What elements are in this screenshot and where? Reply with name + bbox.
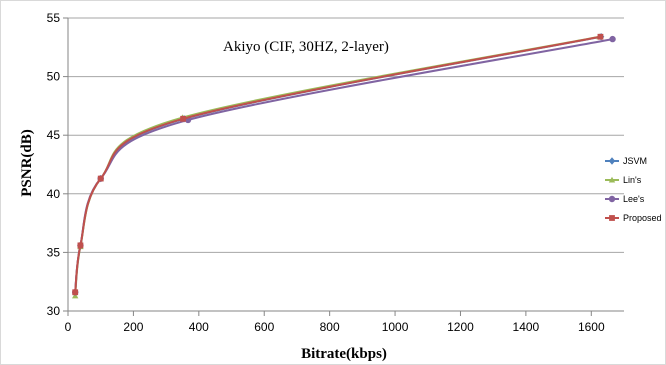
- y-tick-label: 50: [47, 70, 61, 84]
- x-tick-label: 200: [123, 320, 143, 334]
- data-point-proposed: [77, 242, 84, 249]
- grid: [68, 17, 624, 253]
- x-tick-label: 1200: [447, 320, 474, 334]
- x-tick-label: 400: [189, 320, 209, 334]
- series-line-lin-s: [74, 35, 600, 296]
- y-axis-title: PSNR(dB): [19, 129, 35, 197]
- series-group: [71, 33, 616, 299]
- data-point-proposed: [180, 115, 187, 122]
- x-tick-label: 1600: [578, 320, 605, 334]
- series-lee-s: [71, 35, 616, 296]
- y-tick-labels: 30 35 40 45 50 55: [47, 11, 61, 318]
- x-tick-label: 800: [320, 320, 340, 334]
- series-line-jsvm: [74, 35, 602, 293]
- data-point-proposed: [72, 289, 79, 296]
- legend-item-lee-s: Lee's: [605, 194, 645, 204]
- legend-item-jsvm: JSVM: [605, 156, 647, 166]
- y-tick-label: 55: [47, 11, 61, 25]
- data-point-proposed: [597, 33, 604, 40]
- series-lin-s: [71, 33, 603, 299]
- y-tick-label: 40: [47, 187, 61, 201]
- data-point-proposed: [97, 175, 104, 182]
- y-tick-label: 30: [47, 304, 61, 318]
- x-tick-label: 1400: [513, 320, 540, 334]
- legend-item-lin-s: Lin's: [605, 175, 642, 185]
- series-line-proposed: [74, 35, 601, 293]
- legend-item-proposed: Proposed: [605, 213, 662, 223]
- x-tick-label: 0: [65, 320, 72, 334]
- chart-title: Akiyo (CIF, 30HZ, 2-layer): [223, 39, 389, 55]
- legend-label: Lee's: [623, 194, 645, 204]
- axes: [63, 17, 624, 316]
- legend-label: Lin's: [623, 175, 642, 185]
- x-tick-labels: 0 200 400 600 800 1000 1200 1400 1600: [65, 320, 605, 334]
- legend-marker: [608, 176, 616, 183]
- x-axis-title: Bitrate(kbps): [301, 346, 387, 362]
- x-tick-label: 600: [254, 320, 274, 334]
- y-tick-label: 45: [47, 128, 61, 142]
- legend-label: JSVM: [623, 156, 647, 166]
- series-proposed: [72, 33, 604, 296]
- y-tick-label: 35: [47, 245, 61, 259]
- x-tick-label: 1000: [382, 320, 409, 334]
- series-jsvm: [71, 33, 605, 296]
- legend: JSVM Lin's Lee's Proposed: [605, 156, 662, 223]
- data-point-lee-s: [609, 35, 616, 43]
- legend-label: Proposed: [623, 213, 662, 223]
- legend-marker: [609, 215, 615, 221]
- legend-marker: [608, 157, 616, 165]
- legend-marker: [608, 195, 616, 203]
